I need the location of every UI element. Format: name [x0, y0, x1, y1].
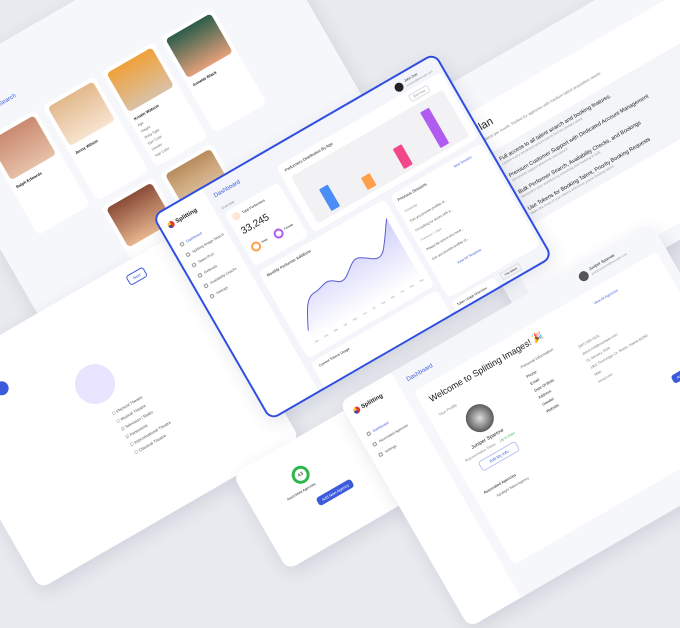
month-label: Jan: [314, 339, 320, 344]
bar: [419, 107, 450, 149]
month-label: Nov: [409, 283, 415, 289]
view-all-agencies-link[interactable]: View All Agencies: [592, 288, 619, 306]
avatar[interactable]: [576, 269, 591, 284]
new-session-button[interactable]: New Session: [452, 155, 473, 169]
options-list: ☐ Physical Theatre ☐ Musical Theatre ☑ T…: [110, 387, 177, 457]
talent-photo: [165, 13, 233, 79]
month-label: May: [352, 316, 359, 322]
add-agency-button[interactable]: Add New Agency: [670, 356, 680, 385]
talent-photo: [47, 81, 116, 147]
line-chart: [306, 218, 421, 340]
page-title: Dashboard: [213, 179, 242, 200]
month-label: Jul: [371, 306, 377, 311]
talent-photo: [106, 47, 175, 113]
sidebar-item-referrals[interactable]: Referrals: [197, 264, 218, 279]
month-label: Oct: [400, 289, 406, 295]
sidebar-item-settings[interactable]: Settings: [378, 444, 397, 458]
month-label: Aug: [380, 300, 386, 306]
total-performers-label: Total Performers: [241, 198, 266, 215]
bar: [318, 184, 341, 212]
month-label: Sep: [390, 294, 396, 300]
view-all-sessions-link[interactable]: View All Sessions: [456, 247, 483, 265]
brand-logo: Splitting: [352, 392, 384, 415]
month-label: Dec: [419, 278, 425, 284]
talent-attributes: Age Height Body Type Eye Color Gender Ha…: [136, 115, 171, 160]
total-performers-value: 33,245: [239, 212, 272, 237]
agencies-label: Associated Agencies: [286, 481, 317, 502]
bar: [392, 144, 413, 170]
bar: [360, 173, 377, 191]
month-label: Mar: [333, 327, 339, 333]
sidebar-item-settings[interactable]: Settings: [209, 285, 229, 299]
performers-icon: [230, 210, 242, 222]
page-title: Dashboard: [405, 363, 435, 384]
welcome-title: Welcome to Splitting Images! 🎉: [427, 330, 546, 404]
step-indicator: [0, 378, 12, 398]
monthly-additions-card: Monthly Performer Additions Jan Feb Mar Apr…: [258, 198, 435, 359]
male-label: Male: [260, 237, 269, 244]
brand-logo: Splitting: [166, 207, 198, 230]
edit-info-button[interactable]: Edit My Info: [477, 440, 521, 472]
line-area: [307, 218, 421, 340]
line-series: [306, 218, 388, 331]
illustration: [67, 356, 123, 412]
avatar[interactable]: [392, 81, 406, 94]
month-label: Feb: [323, 333, 330, 339]
main-dashboard-panel: Splitting Dashboard Splitting Image Sear…: [151, 52, 554, 421]
next-button[interactable]: Next: [125, 266, 149, 286]
month-label: Jun: [362, 311, 368, 316]
profile-label: Your Profile: [437, 402, 458, 417]
talent-photo: [0, 115, 57, 181]
month-label: Apr: [343, 322, 349, 328]
add-agency-button[interactable]: Add New Agency: [315, 478, 356, 507]
field-values: (907) 555-0101 debra.holt@example.com 01 J…: [577, 332, 649, 384]
field-labels: Phone: Email: Date Of Birth: Address: Gender…: [525, 369, 561, 414]
current-token-label: Current Tokens Usage: [318, 346, 351, 368]
female-label: Female: [283, 222, 294, 231]
